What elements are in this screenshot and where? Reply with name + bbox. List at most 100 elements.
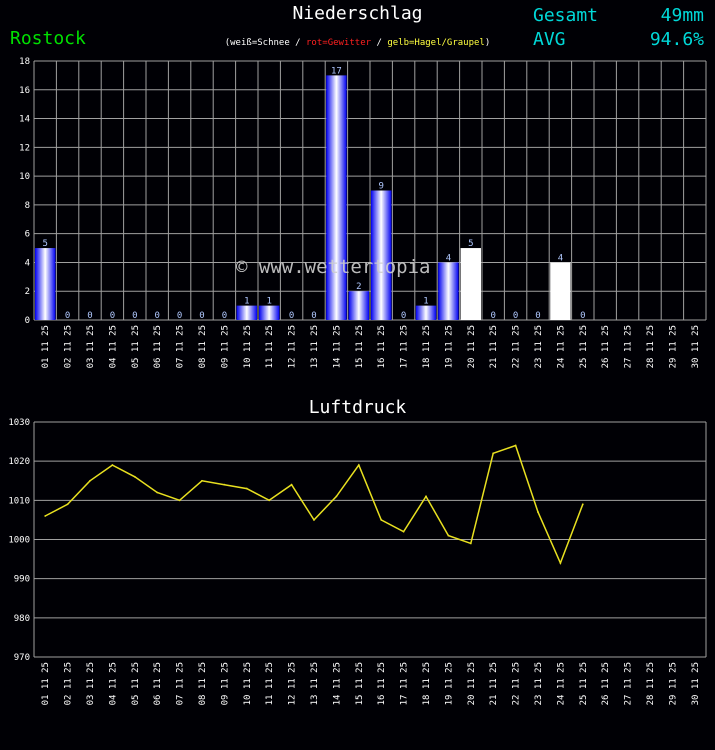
x-tick-label: 22 11 25 xyxy=(512,662,522,705)
precip-bar xyxy=(550,262,571,320)
precip-bar xyxy=(460,248,481,320)
y-tick-label: 16 xyxy=(19,86,30,96)
pressure-point xyxy=(447,534,450,537)
bar-value-label: 0 xyxy=(401,311,406,321)
x-tick-label: 04 11 25 xyxy=(108,662,118,705)
x-tick-label: 05 11 25 xyxy=(131,325,141,368)
y-tick-label: 1000 xyxy=(8,536,30,546)
y-tick-label: 6 xyxy=(25,230,30,240)
x-tick-label: 10 11 25 xyxy=(243,662,253,705)
y-tick-label: 1020 xyxy=(8,457,30,467)
x-tick-label: 10 11 25 xyxy=(243,325,253,368)
legend-sep: / xyxy=(371,38,388,48)
x-tick-label: 11 11 25 xyxy=(265,662,275,705)
x-tick-label: 18 11 25 xyxy=(422,325,432,368)
x-tick-label: 15 11 25 xyxy=(355,662,365,705)
y-tick-label: 10 xyxy=(19,172,30,182)
x-tick-label: 03 11 25 xyxy=(86,325,96,368)
x-tick-label: 04 11 25 xyxy=(108,325,118,368)
pressure-point xyxy=(492,452,495,455)
x-tick-label: 21 11 25 xyxy=(489,325,499,368)
pressure-point xyxy=(581,503,584,506)
bar-value-label: 1 xyxy=(266,297,271,307)
y-tick-label: 980 xyxy=(14,614,30,624)
pressure-point xyxy=(44,515,47,517)
bar-value-label: 0 xyxy=(177,311,182,321)
bar-value-label: 0 xyxy=(65,311,70,321)
y-tick-label: 1030 xyxy=(8,418,30,428)
pressure-title: Luftdruck xyxy=(308,397,407,418)
x-tick-label: 27 11 25 xyxy=(624,662,634,705)
bar-value-label: 0 xyxy=(87,311,92,321)
bar-value-label: 4 xyxy=(446,253,451,263)
pressure-chart: 970 980 990 1000 1010 1020 1030 01 11 25 02 11 2… xyxy=(8,418,707,705)
precipitation-legend: (weiß=Schnee / rot=Gewitter / gelb=Hagel… xyxy=(0,38,715,48)
x-tick-label: 21 11 25 xyxy=(489,662,499,705)
bar-value-label: 0 xyxy=(535,311,540,321)
x-tick-label: 25 11 25 xyxy=(579,325,589,368)
legend-hail: gelb=Hagel/Graupel xyxy=(387,38,485,48)
pressure-point xyxy=(111,464,114,466)
x-tick-label: 29 11 25 xyxy=(668,325,678,368)
y-tick-label: 0 xyxy=(25,316,30,326)
x-tick-label: 24 11 25 xyxy=(556,662,566,705)
legend-thunder: rot=Gewitter xyxy=(306,38,372,48)
x-tick-label: 12 11 25 xyxy=(288,662,298,705)
bar-value-label: 9 xyxy=(378,182,383,192)
x-tick-label: 07 11 25 xyxy=(176,662,186,705)
x-tick-label: 28 11 25 xyxy=(646,325,656,368)
x-tick-label: 16 11 25 xyxy=(377,662,387,705)
x-tick-label: 13 11 25 xyxy=(310,325,320,368)
pressure-point xyxy=(133,475,136,478)
pressure-point xyxy=(469,542,472,545)
pressure-point xyxy=(156,491,159,494)
y-tick-label: 14 xyxy=(19,115,30,125)
bar-value-label: 5 xyxy=(42,239,47,249)
x-tick-label: 30 11 25 xyxy=(691,662,701,705)
pressure-point xyxy=(89,479,91,482)
x-tick-label: 18 11 25 xyxy=(422,662,432,705)
x-tick-label: 02 11 25 xyxy=(64,662,74,705)
pressure-point xyxy=(290,483,293,486)
precip-bar xyxy=(35,248,56,320)
pressure-point xyxy=(201,479,203,482)
pressure-point xyxy=(402,530,405,533)
bar-value-label: 0 xyxy=(311,311,316,321)
x-tick-label: 09 11 25 xyxy=(220,325,230,368)
pressure-point xyxy=(380,519,383,521)
precip-bar xyxy=(348,291,369,320)
bar-value-label: 4 xyxy=(558,253,563,263)
pressure-series-line xyxy=(44,444,584,565)
pressure-point xyxy=(537,511,539,513)
precip-bar xyxy=(326,75,347,320)
pressure-point xyxy=(66,503,69,506)
x-tick-label: 12 11 25 xyxy=(288,325,298,368)
pressure-point xyxy=(178,499,181,502)
x-tick-label: 02 11 25 xyxy=(64,325,74,368)
x-tick-label: 03 11 25 xyxy=(86,662,96,705)
x-tick-label: 09 11 25 xyxy=(220,662,230,705)
bar-value-label: 17 xyxy=(331,66,342,76)
x-tick-label: 29 11 25 xyxy=(668,662,678,705)
total-label: Gesamt xyxy=(533,5,599,26)
bar-value-label: 0 xyxy=(289,311,294,321)
x-tick-label: 22 11 25 xyxy=(512,325,522,368)
x-tick-label: 19 11 25 xyxy=(444,662,454,705)
bar-value-label: 1 xyxy=(244,297,249,307)
y-tick-label: 12 xyxy=(19,143,30,153)
pressure-point xyxy=(514,444,517,447)
bar-value-label: 2 xyxy=(356,282,361,292)
bar-value-label: 0 xyxy=(132,311,137,321)
y-tick-label: 18 xyxy=(19,57,30,67)
x-tick-label: 26 11 25 xyxy=(601,662,611,705)
precip-bar xyxy=(259,305,280,320)
x-tick-label: 28 11 25 xyxy=(646,662,656,705)
pressure-point xyxy=(223,483,226,486)
x-tick-label: 07 11 25 xyxy=(176,325,186,368)
precip-bar xyxy=(371,190,392,320)
precipitation-title: Niederschlag xyxy=(292,3,423,24)
y-tick-label: 970 xyxy=(14,653,30,663)
x-tick-label: 27 11 25 xyxy=(624,325,634,368)
precip-bar xyxy=(236,305,257,320)
